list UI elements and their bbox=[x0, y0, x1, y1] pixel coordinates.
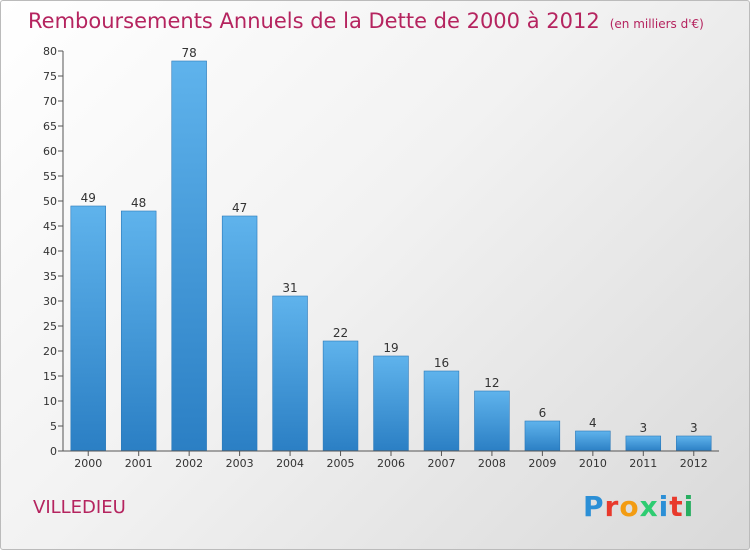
logo-letter: i bbox=[658, 490, 670, 523]
data-label-2010: 4 bbox=[589, 416, 597, 430]
bar-2003 bbox=[221, 215, 258, 452]
commune-name: VILLEDIEU bbox=[33, 497, 126, 518]
bar-2002 bbox=[171, 60, 207, 452]
y-tick-label: 20 bbox=[43, 345, 57, 358]
x-tick-label-2002: 2002 bbox=[175, 457, 203, 470]
x-tick-label-2012: 2012 bbox=[680, 457, 708, 470]
chart-subtitle: (en milliers d'€) bbox=[609, 17, 704, 31]
proxiti-logo: Proxiti bbox=[583, 490, 694, 523]
data-label-2008: 12 bbox=[484, 376, 499, 390]
x-tick-label-2004: 2004 bbox=[276, 457, 304, 470]
y-axis: 0 5 10 15 20 25 30 35 40 45 50 55 60 65 70 75 80 bbox=[43, 45, 64, 458]
x-tick-label-2003: 2003 bbox=[226, 457, 254, 470]
bar-2004 bbox=[272, 295, 308, 452]
y-tick-label: 80 bbox=[43, 45, 57, 58]
data-label-2005: 22 bbox=[333, 326, 348, 340]
bar-2011 bbox=[625, 435, 662, 452]
bar-2000 bbox=[70, 205, 106, 452]
y-tick-label: 15 bbox=[43, 370, 57, 383]
data-label-2002: 78 bbox=[182, 46, 197, 60]
logo-letter: o bbox=[619, 490, 640, 523]
data-label-2006: 19 bbox=[383, 341, 398, 355]
data-label-2000: 49 bbox=[81, 191, 96, 205]
bar-2005 bbox=[322, 340, 359, 452]
data-label-2004: 31 bbox=[282, 281, 297, 295]
x-tick-label-2009: 2009 bbox=[528, 457, 556, 470]
bar-2009 bbox=[524, 420, 561, 452]
x-axis: 2000 2001 2002 2003 2004 2005 2006 2007 2008 2009… bbox=[63, 450, 719, 470]
y-tick-label: 55 bbox=[43, 170, 57, 183]
bar-2006 bbox=[373, 355, 409, 452]
y-tick-label: 60 bbox=[43, 145, 57, 158]
logo-letter: r bbox=[604, 490, 620, 523]
y-tick-label: 70 bbox=[43, 95, 57, 108]
logo-letter: P bbox=[583, 490, 605, 523]
x-tick-label-2006: 2006 bbox=[377, 457, 405, 470]
y-tick-label: 5 bbox=[50, 420, 57, 433]
x-tick-label-2007: 2007 bbox=[427, 457, 455, 470]
y-tick-label: 35 bbox=[43, 270, 57, 283]
data-label-2012: 3 bbox=[690, 421, 698, 435]
logo-letter: x bbox=[639, 490, 659, 523]
bar-2007 bbox=[423, 370, 460, 452]
bar-2001 bbox=[120, 210, 157, 452]
x-tick-label-2011: 2011 bbox=[629, 457, 657, 470]
data-label-2009: 6 bbox=[539, 406, 547, 420]
bar-2008 bbox=[474, 390, 510, 452]
x-tick-label-2001: 2001 bbox=[125, 457, 153, 470]
bars-group: 49 48 78 47 31 22 19 16 12 6 4 3 3 bbox=[70, 46, 712, 452]
bar-2010 bbox=[575, 430, 611, 452]
y-tick-label: 10 bbox=[43, 395, 57, 408]
x-tick-label-2000: 2000 bbox=[74, 457, 102, 470]
y-tick-label: 45 bbox=[43, 220, 57, 233]
bar-2012 bbox=[676, 435, 712, 452]
y-tick-label: 50 bbox=[43, 195, 57, 208]
logo-letter: i bbox=[683, 490, 695, 523]
chart-title: Remboursements Annuels de la Dette de 20… bbox=[28, 9, 704, 33]
x-tick-label-2005: 2005 bbox=[327, 457, 355, 470]
data-label-2011: 3 bbox=[639, 421, 647, 435]
data-label-2007: 16 bbox=[434, 356, 449, 370]
y-tick-label: 75 bbox=[43, 70, 57, 83]
chart-title-text: Remboursements Annuels de la Dette de 20… bbox=[28, 9, 600, 33]
y-tick-label: 25 bbox=[43, 320, 57, 333]
data-label-2001: 48 bbox=[131, 196, 146, 210]
data-label-2003: 47 bbox=[232, 201, 247, 215]
logo-letter: t bbox=[669, 490, 684, 523]
y-tick-label: 30 bbox=[43, 295, 57, 308]
x-tick-label-2010: 2010 bbox=[579, 457, 607, 470]
y-tick-label: 0 bbox=[50, 445, 57, 458]
x-tick-label-2008: 2008 bbox=[478, 457, 506, 470]
y-tick-label: 40 bbox=[43, 245, 57, 258]
y-tick-label: 65 bbox=[43, 120, 57, 133]
